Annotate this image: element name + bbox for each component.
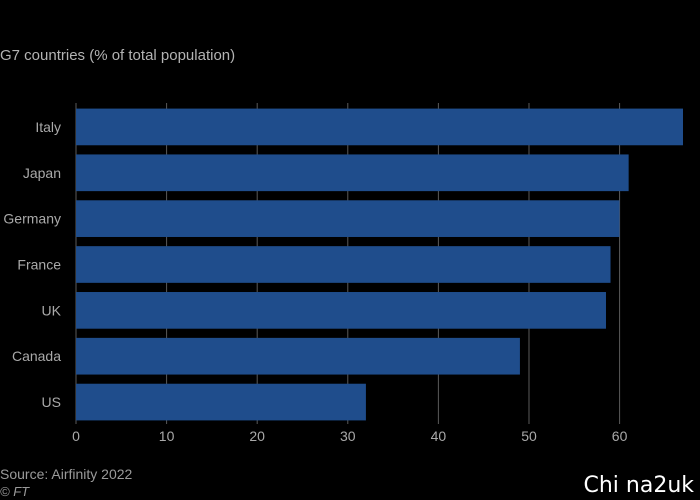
x-tick-label: 60 bbox=[612, 428, 628, 444]
watermark: Chi na2uk bbox=[583, 473, 694, 498]
y-tick-label-canada: Canada bbox=[12, 348, 61, 364]
source-note: Source: Airfinity 2022 bbox=[0, 466, 133, 482]
y-tick-label-france: France bbox=[17, 257, 61, 273]
bars bbox=[76, 108, 683, 421]
bar-japan bbox=[76, 154, 629, 192]
x-tick-label: 40 bbox=[431, 428, 447, 444]
x-tick-label: 0 bbox=[72, 428, 80, 444]
x-tick-label: 20 bbox=[249, 428, 265, 444]
y-tick-label-italy: Italy bbox=[35, 119, 61, 135]
bar-canada bbox=[76, 337, 520, 375]
chart-subtitle: G7 countries (% of total population) bbox=[0, 47, 236, 64]
bar-chart: Italy Japan Germany France UK Canada US 0 10 20 3… bbox=[3, 103, 683, 444]
bar-germany bbox=[76, 200, 620, 237]
x-tick-label: 10 bbox=[159, 428, 175, 444]
y-tick-label-japan: Japan bbox=[23, 165, 61, 181]
x-tick-label: 30 bbox=[340, 428, 356, 444]
y-axis-labels: Italy Japan Germany France UK Canada US bbox=[3, 119, 61, 410]
bar-uk bbox=[76, 292, 606, 329]
x-tick-label: 50 bbox=[521, 428, 537, 444]
bar-us bbox=[76, 383, 366, 421]
bar-france bbox=[76, 246, 611, 283]
y-tick-label-germany: Germany bbox=[3, 211, 61, 227]
y-tick-label-us: US bbox=[42, 394, 61, 410]
y-tick-label-uk: UK bbox=[42, 302, 62, 318]
bar-italy bbox=[76, 108, 683, 146]
credit-note: © FT bbox=[0, 484, 30, 499]
x-axis-labels: 0 10 20 30 40 50 60 bbox=[72, 428, 627, 444]
